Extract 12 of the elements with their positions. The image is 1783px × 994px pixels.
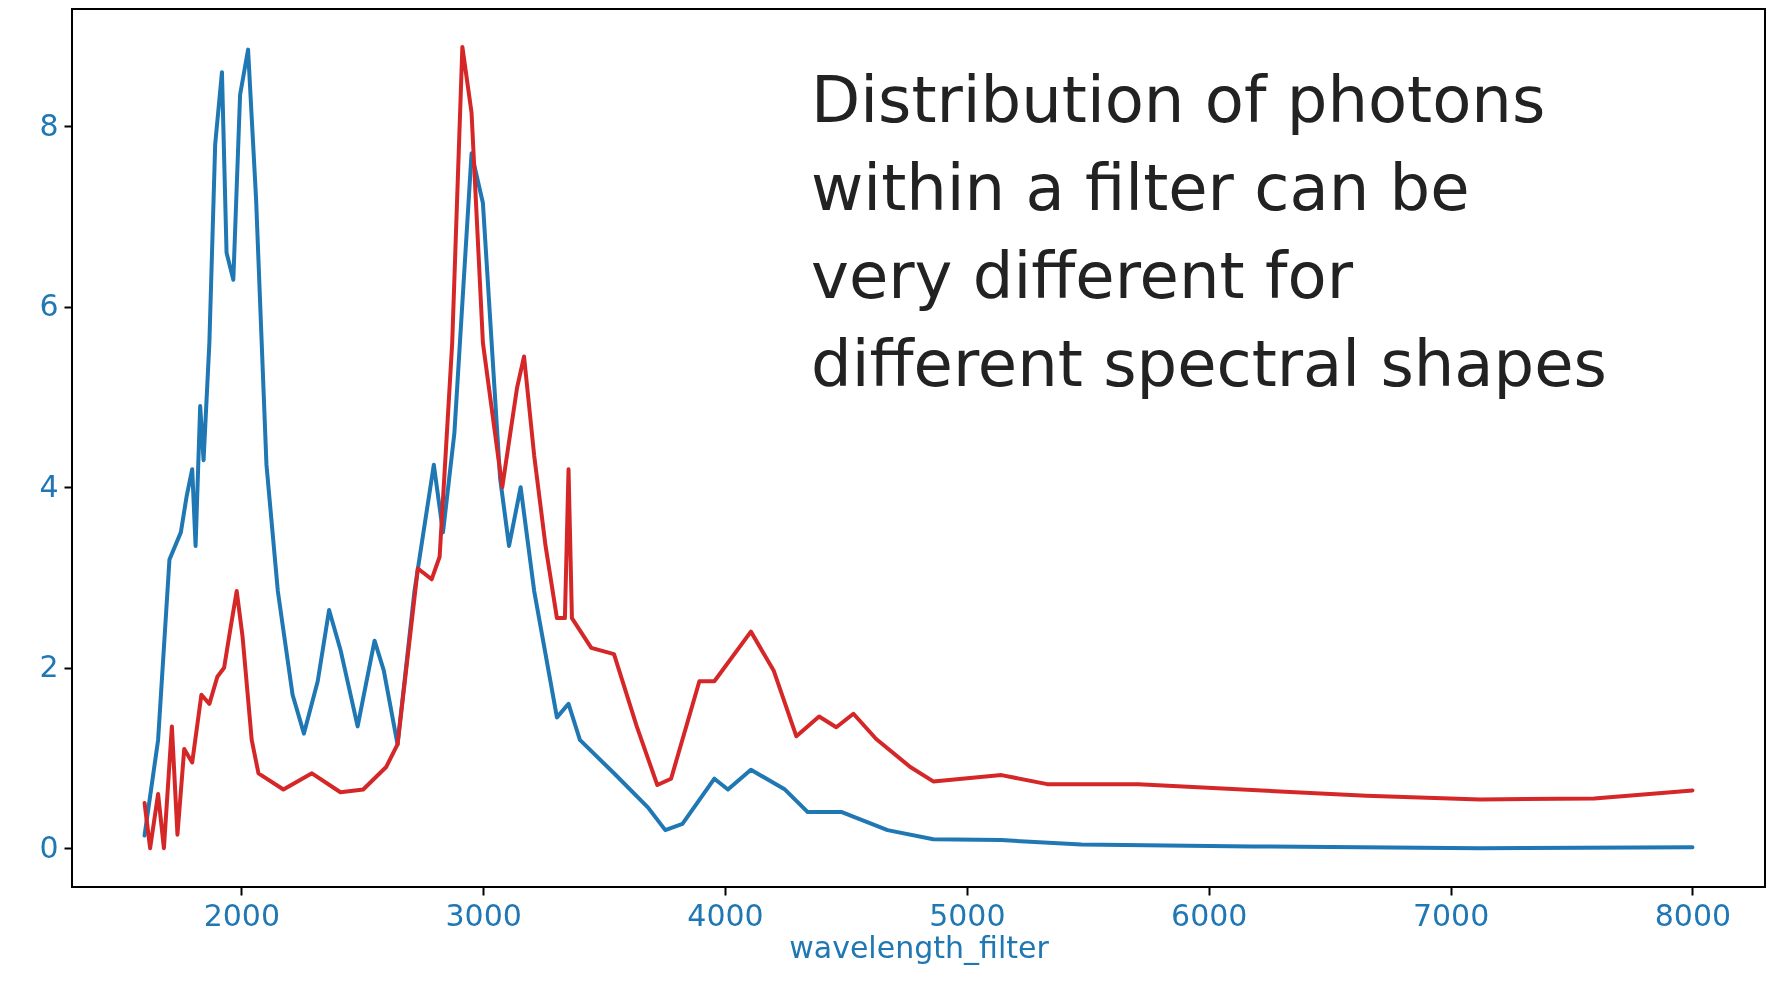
x-tick-label: 2000: [203, 897, 280, 933]
x-tick-label: 4000: [687, 897, 764, 933]
y-tick-label: 2: [39, 649, 59, 685]
y-tick-label: 6: [39, 288, 59, 324]
x-tick-label: 8000: [1654, 897, 1732, 933]
x-tick-label: 7000: [1412, 897, 1490, 933]
annotation: Distribution of photons within a filter can be very different for different spectral shapes: [811, 63, 1607, 401]
y-tick-label: 8: [39, 107, 59, 143]
y-tick-label: 0: [39, 829, 59, 865]
x-tick-label: 3000: [445, 897, 522, 933]
x-tick-label: 6000: [1171, 897, 1248, 933]
y-tick-label: 4: [39, 468, 59, 504]
